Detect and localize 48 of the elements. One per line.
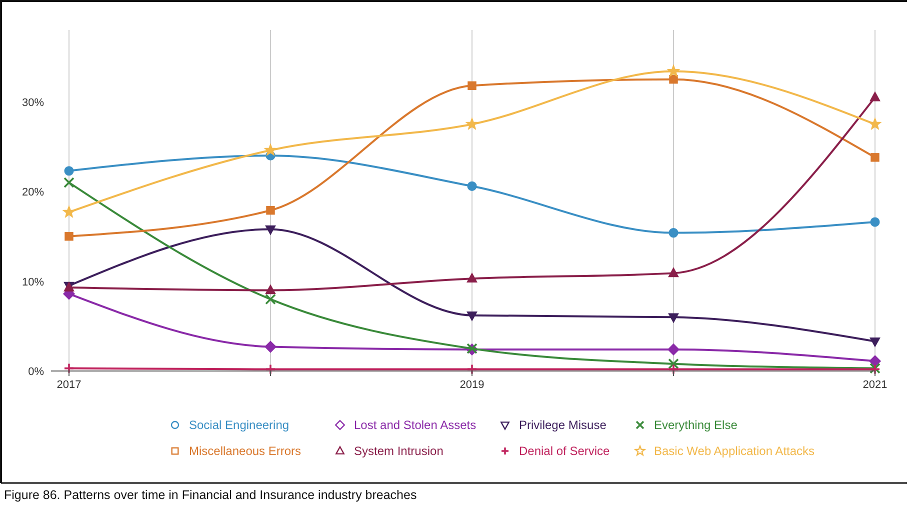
point bbox=[668, 344, 680, 356]
point bbox=[868, 118, 882, 130]
point bbox=[669, 75, 678, 84]
y-tick-label: 20% bbox=[22, 186, 44, 199]
point bbox=[870, 92, 880, 102]
legend-label: Lost and Stolen Assets bbox=[354, 418, 476, 432]
x-tick-label: 2019 bbox=[460, 379, 484, 391]
point bbox=[667, 64, 680, 77]
point bbox=[64, 362, 74, 374]
point bbox=[265, 294, 276, 305]
point bbox=[265, 225, 276, 235]
point bbox=[466, 364, 478, 375]
point bbox=[64, 177, 74, 188]
legend-label: Privilege Misuse bbox=[519, 418, 607, 432]
point bbox=[265, 364, 276, 375]
legend-label: Denial of Service bbox=[519, 444, 610, 458]
legend-label: Social Engineering bbox=[189, 418, 290, 432]
point bbox=[62, 206, 76, 218]
point bbox=[266, 206, 275, 215]
legend-label: System Intrusion bbox=[354, 444, 444, 458]
point bbox=[870, 337, 880, 348]
point bbox=[870, 153, 880, 162]
text: Figure 86. Patterns over time in Financial and Insurance industry breaches bbox=[4, 488, 417, 502]
x-tick-label: 2017 bbox=[56, 379, 82, 391]
point bbox=[467, 181, 477, 191]
point bbox=[64, 166, 74, 176]
point bbox=[466, 118, 478, 130]
y-tick-label: 0% bbox=[28, 366, 44, 378]
point bbox=[468, 81, 476, 90]
x-tick-label: 2021 bbox=[862, 379, 888, 391]
point bbox=[264, 340, 276, 353]
point bbox=[668, 364, 679, 375]
y-tick-label: 30% bbox=[22, 96, 44, 109]
point bbox=[668, 267, 679, 278]
point bbox=[265, 284, 276, 294]
point bbox=[668, 228, 678, 238]
point bbox=[870, 217, 880, 227]
point bbox=[64, 232, 74, 241]
point bbox=[668, 358, 679, 370]
legend-label: Everything Else bbox=[654, 418, 738, 432]
point bbox=[869, 355, 881, 368]
point bbox=[466, 311, 478, 322]
point bbox=[264, 144, 277, 156]
y-tick-label: 10% bbox=[22, 276, 44, 288]
legend-label: Basic Web Application Attacks bbox=[654, 444, 815, 458]
point bbox=[668, 313, 679, 323]
legend-label: Miscellaneous Errors bbox=[189, 444, 302, 458]
point bbox=[466, 272, 478, 282]
